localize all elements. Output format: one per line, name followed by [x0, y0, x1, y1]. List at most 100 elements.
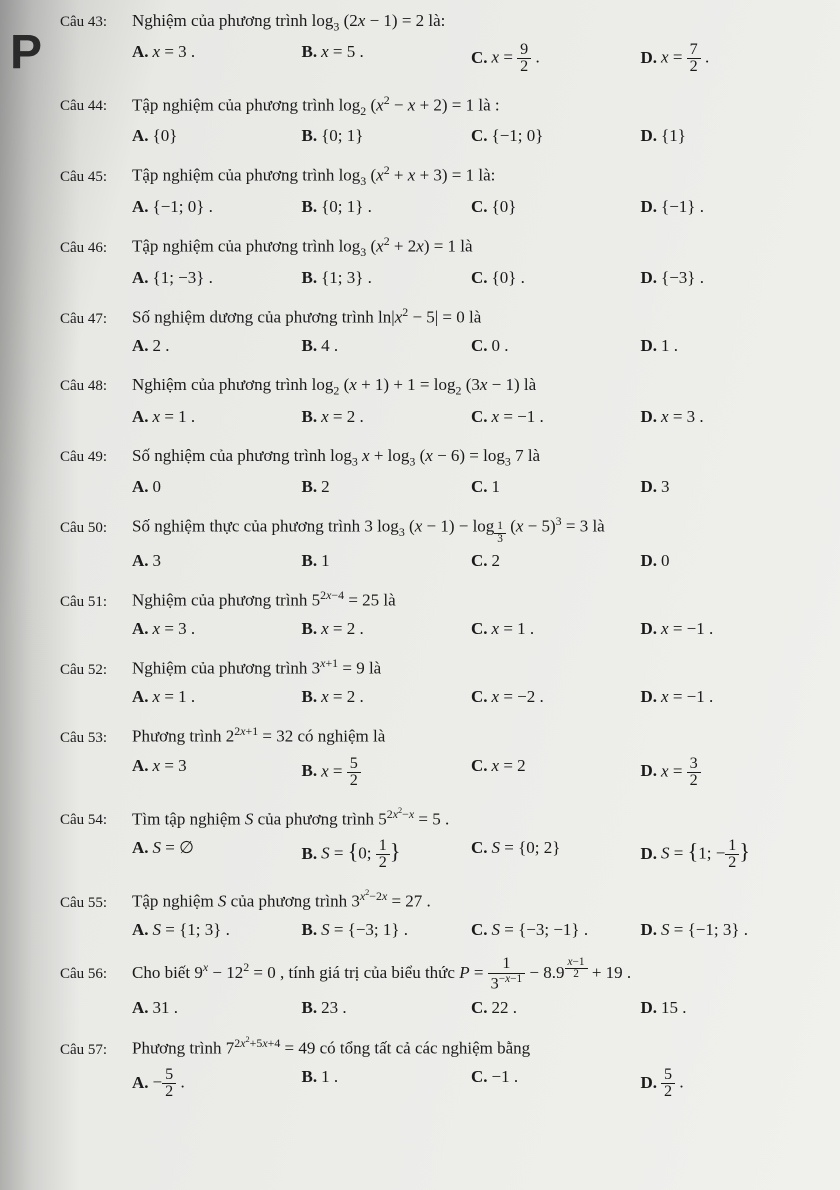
answer-option: D.1 . — [641, 336, 811, 356]
question-stem: Nghiệm của phương trình 3x+1 = 9 là — [132, 655, 810, 681]
answer-label: D. — [641, 619, 658, 639]
answer-label: A. — [132, 920, 149, 940]
answer-value: 1 . — [661, 336, 678, 356]
question-row: Câu 49:Số nghiệm của phương trình log3 x… — [60, 443, 810, 471]
answer-label: D. — [641, 197, 658, 217]
question-row: Câu 57:Phương trình 72x2+5x+4 = 49 có tổ… — [60, 1034, 810, 1061]
answer-option: D.15 . — [641, 998, 811, 1018]
answers-row: A.x = 1 .B.x = 2 .C.x = −2 .D.x = −1 . — [60, 687, 810, 707]
answer-label: B. — [302, 844, 318, 864]
answer-option: B.23 . — [302, 998, 472, 1018]
answer-label: D. — [641, 920, 658, 940]
answer-value: −1 . — [492, 1067, 519, 1087]
answer-label: B. — [302, 619, 318, 639]
answer-label: B. — [302, 687, 318, 707]
answer-option: B.1 . — [302, 1067, 472, 1100]
answer-value: 1 . — [321, 1067, 338, 1087]
answer-value: 2 — [492, 551, 501, 571]
question: Câu 48:Nghiệm của phương trình log2 (x +… — [60, 372, 810, 434]
answer-option: A.3 — [132, 551, 302, 571]
answer-value: {−1; 0} . — [153, 197, 213, 217]
answer-option: C.{0} . — [471, 268, 641, 288]
question-stem: Cho biết 9x − 122 = 0 , tính giá trị của… — [132, 956, 810, 992]
answer-label: B. — [302, 998, 318, 1018]
answer-label: C. — [471, 48, 488, 68]
answers-row: A.3B.1C.2D.0 — [60, 551, 810, 571]
answer-label: C. — [471, 756, 488, 776]
answer-label: C. — [471, 1067, 488, 1087]
answer-option: A.2 . — [132, 336, 302, 356]
answer-value: S = {−1; 3} . — [661, 920, 748, 940]
answer-label: B. — [302, 920, 318, 940]
answer-option: C.x = 1 . — [471, 619, 641, 639]
answer-option: D.x = 72 . — [641, 42, 811, 75]
answer-label: B. — [302, 477, 318, 497]
question-number: Câu 44: — [60, 98, 132, 115]
answer-option: A.x = 1 . — [132, 407, 302, 427]
answer-value: x = −2 . — [492, 687, 544, 707]
answer-label: A. — [132, 268, 149, 288]
answer-option: B.{0; 1} — [302, 126, 472, 146]
answer-option: C.22 . — [471, 998, 641, 1018]
answer-value: x = 3 . — [661, 407, 704, 427]
answer-option: C.{0} — [471, 197, 641, 217]
answer-value: x = −1 . — [661, 687, 713, 707]
question-row: Câu 44:Tập nghiệm của phương trình log2 … — [60, 92, 810, 121]
answer-value: {0; 1} . — [321, 197, 372, 217]
answer-value: S = {0; 2} — [492, 838, 561, 858]
answer-option: B.{0; 1} . — [302, 197, 472, 217]
answer-option: C.S = {−3; −1} . — [471, 920, 641, 940]
answer-option: D.52 . — [641, 1067, 811, 1100]
question-number: Câu 56: — [60, 966, 132, 983]
question-stem: Nghiệm của phương trình log2 (x + 1) + 1… — [132, 372, 810, 400]
answer-value: 2 . — [153, 336, 170, 356]
question: Câu 50:Số nghiệm thực của phương trình 3… — [60, 513, 810, 579]
answer-option: B.4 . — [302, 336, 472, 356]
answers-row: A.S = {1; 3} .B.S = {−3; 1} .C.S = {−3; … — [60, 920, 810, 940]
answer-value: x = 92 . — [492, 42, 540, 75]
answer-label: A. — [132, 407, 149, 427]
answer-value: 0 — [661, 551, 670, 571]
question-number: Câu 47: — [60, 311, 132, 328]
question-number: Câu 46: — [60, 240, 132, 257]
question: Câu 55:Tập nghiệm S của phương trình 3x2… — [60, 887, 810, 948]
question-number: Câu 51: — [60, 594, 132, 611]
answer-value: 3 — [153, 551, 162, 571]
answer-value: x = 5 . — [321, 42, 364, 62]
answer-label: A. — [132, 126, 149, 146]
answer-label: B. — [302, 197, 318, 217]
answer-label: C. — [471, 126, 488, 146]
question-number: Câu 49: — [60, 449, 132, 466]
answer-value: {1} — [661, 126, 686, 146]
question-stem: Tập nghiệm của phương trình log3 (x2 + x… — [132, 162, 810, 191]
answer-label: D. — [641, 844, 658, 864]
answer-value: S = {−3; 1} . — [321, 920, 408, 940]
questions-list: Câu 43:Nghiệm của phương trình log3 (2x … — [60, 8, 810, 1109]
answer-value: 1 — [321, 551, 330, 571]
answers-row: A.{0}B.{0; 1}C.{−1; 0}D.{1} — [60, 126, 810, 146]
answer-value: −52 . — [153, 1067, 185, 1100]
question-row: Câu 47:Số nghiệm dương của phương trình … — [60, 304, 810, 330]
answer-label: D. — [641, 336, 658, 356]
question: Câu 49:Số nghiệm của phương trình log3 x… — [60, 443, 810, 505]
answer-value: 22 . — [492, 998, 518, 1018]
answer-value: {1; 3} . — [321, 268, 372, 288]
answers-row: A.x = 3 .B.x = 2 .C.x = 1 .D.x = −1 . — [60, 619, 810, 639]
answer-label: C. — [471, 477, 488, 497]
answer-option: B.x = 2 . — [302, 407, 472, 427]
answer-label: C. — [471, 687, 488, 707]
answer-value: x = 2 . — [321, 687, 364, 707]
answer-label: B. — [302, 407, 318, 427]
answer-value: {−1} . — [661, 197, 704, 217]
answer-label: D. — [641, 761, 658, 781]
question: Câu 51:Nghiệm của phương trình 52x−4 = 2… — [60, 587, 810, 647]
answer-value: {0} — [153, 126, 178, 146]
question: Câu 47:Số nghiệm dương của phương trình … — [60, 304, 810, 364]
answer-value: {0; 1} — [321, 126, 363, 146]
answer-option: B.S = {−3; 1} . — [302, 920, 472, 940]
question-stem: Nghiệm của phương trình 52x−4 = 25 là — [132, 587, 810, 613]
answers-row: A.31 .B.23 .C.22 .D.15 . — [60, 998, 810, 1018]
question: Câu 44:Tập nghiệm của phương trình log2 … — [60, 92, 810, 155]
answer-value: x = −1 . — [661, 619, 713, 639]
answer-option: D.S = {1; −12} — [641, 838, 811, 871]
